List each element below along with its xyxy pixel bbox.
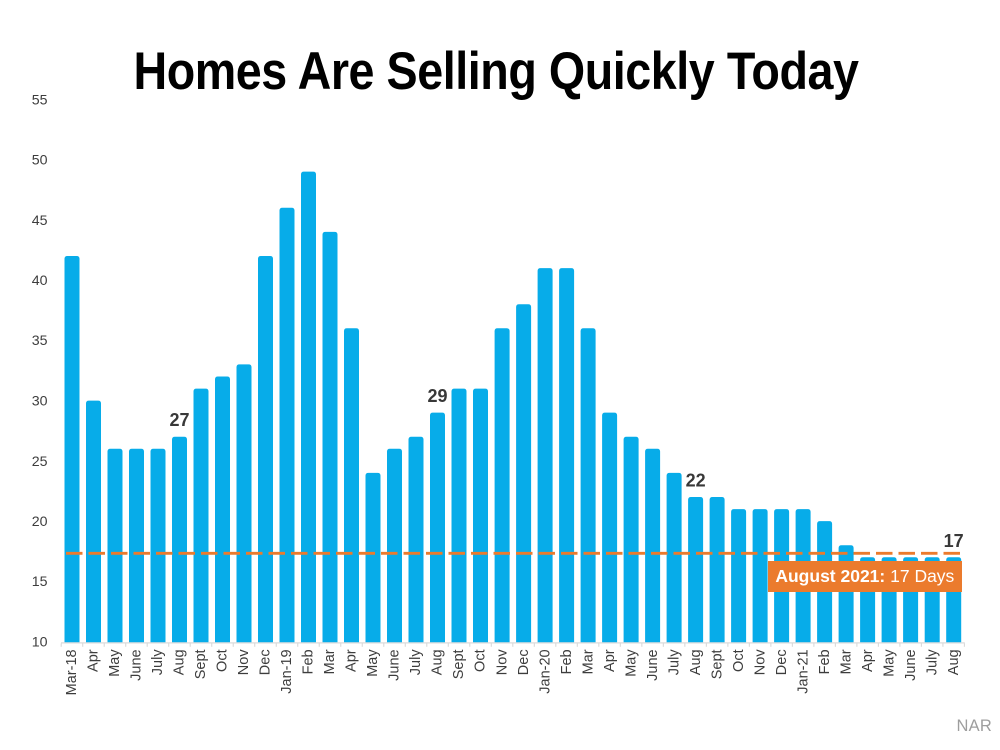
svg-text:25: 25 (32, 454, 48, 470)
svg-text:June: June (129, 649, 145, 680)
svg-text:Feb: Feb (817, 649, 833, 674)
svg-text:July: July (408, 649, 424, 676)
svg-text:10: 10 (32, 635, 48, 651)
svg-text:June: June (387, 649, 403, 680)
svg-text:May: May (881, 649, 897, 677)
svg-text:Dec: Dec (516, 649, 532, 675)
svg-text:Aug: Aug (688, 649, 704, 675)
svg-text:Jan-21: Jan-21 (795, 649, 811, 693)
svg-text:June: June (645, 649, 661, 680)
svg-text:July: July (924, 649, 940, 676)
svg-text:Nov: Nov (752, 649, 768, 676)
svg-text:Sept: Sept (451, 649, 467, 679)
svg-text:Aug: Aug (946, 649, 962, 675)
svg-text:Oct: Oct (473, 649, 489, 672)
svg-text:Feb: Feb (559, 649, 575, 674)
svg-text:Jan-19: Jan-19 (279, 649, 295, 693)
svg-text:Mar: Mar (322, 649, 338, 674)
svg-text:Sept: Sept (709, 649, 725, 679)
svg-text:55: 55 (32, 92, 48, 108)
svg-text:May: May (623, 649, 639, 677)
svg-text:Nov: Nov (494, 649, 510, 676)
svg-text:Apr: Apr (602, 649, 618, 672)
svg-text:27: 27 (169, 410, 189, 430)
svg-text:45: 45 (32, 213, 48, 229)
svg-text:July: July (666, 649, 682, 676)
svg-text:Apr: Apr (860, 649, 876, 672)
svg-text:15: 15 (32, 574, 48, 590)
svg-text:35: 35 (32, 333, 48, 349)
svg-text:May: May (365, 649, 381, 677)
svg-text:Mar-18: Mar-18 (64, 649, 80, 695)
svg-text:July: July (150, 649, 166, 676)
svg-text:30: 30 (32, 394, 48, 410)
svg-text:Jan-20: Jan-20 (537, 649, 553, 693)
svg-text:Aug: Aug (172, 649, 188, 675)
svg-text:17: 17 (944, 531, 964, 551)
svg-text:Apr: Apr (344, 649, 360, 672)
svg-text:Oct: Oct (731, 649, 747, 672)
svg-text:June: June (903, 649, 919, 680)
svg-text:Dec: Dec (258, 649, 274, 675)
svg-text:Feb: Feb (301, 649, 317, 674)
svg-text:Mar: Mar (580, 649, 596, 674)
svg-text:Apr: Apr (86, 649, 102, 672)
svg-text:Aug: Aug (430, 649, 446, 675)
svg-text:Dec: Dec (774, 649, 790, 675)
svg-text:40: 40 (32, 273, 48, 289)
svg-text:May: May (107, 649, 123, 677)
svg-text:Oct: Oct (215, 649, 231, 672)
svg-text:20: 20 (32, 514, 48, 530)
svg-text:Mar: Mar (838, 649, 854, 674)
svg-text:Sept: Sept (193, 649, 209, 679)
svg-text:50: 50 (32, 153, 48, 169)
svg-text:22: 22 (686, 471, 706, 491)
svg-text:Nov: Nov (236, 649, 252, 676)
svg-text:29: 29 (427, 386, 447, 406)
